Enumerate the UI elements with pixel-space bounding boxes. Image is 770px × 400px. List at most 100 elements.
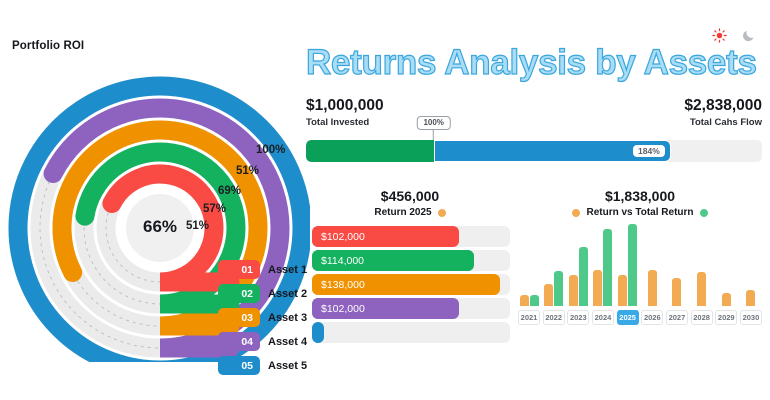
returns-legend: Return 2025 bbox=[310, 207, 510, 218]
asset-badge-01: 01 bbox=[218, 260, 260, 279]
year-bar-2025-return bbox=[618, 274, 628, 306]
kpi-total-cash-flow-label: Total Cahs Flow bbox=[689, 117, 762, 128]
legend-dot-total-return-icon bbox=[699, 208, 708, 217]
asset-name-02: Asset 2 bbox=[268, 287, 308, 300]
roi-arc-label-2: 51% bbox=[236, 165, 260, 177]
sun-icon[interactable] bbox=[712, 28, 727, 43]
year-chart-legend: Return vs Total Return bbox=[516, 207, 764, 218]
return-bar-value-3: $138,000 bbox=[321, 278, 365, 291]
return-bar-fill-5 bbox=[312, 322, 324, 343]
roi-arc-label-3: 69% bbox=[218, 185, 242, 197]
progress-track: 184% bbox=[306, 140, 762, 162]
year-bar-group-2022[interactable] bbox=[543, 224, 565, 306]
roi-arc-label-1: 100% bbox=[256, 144, 286, 156]
year-axis-label-2029[interactable]: 2029 bbox=[715, 310, 738, 325]
return-bar-value-2: $114,000 bbox=[321, 254, 365, 267]
table-row[interactable]: $102,000 bbox=[312, 226, 510, 249]
year-bar-group-2029[interactable] bbox=[715, 224, 737, 306]
year-bar-2029-return bbox=[721, 292, 731, 306]
list-item[interactable]: 02 Asset 2 bbox=[218, 282, 310, 305]
kpi-total-invested-value: $1,000,000 bbox=[306, 97, 384, 114]
return-bar-fill-2: $114,000 bbox=[312, 250, 475, 271]
legend-dot-icon bbox=[437, 208, 446, 217]
year-bar-2026-return bbox=[647, 269, 657, 306]
year-axis-label-2030[interactable]: 2030 bbox=[739, 310, 762, 325]
return-bar-fill-3: $138,000 bbox=[312, 274, 501, 295]
return-vs-total-return-chart: $1,838,000 Return vs Total Return 2021 20… bbox=[516, 188, 764, 343]
return-bar-fill-4: $102,000 bbox=[312, 298, 459, 319]
year-chart-axis-labels: 2021 2022 2023 2024 2025 2026 2027 2028 2029 2030 bbox=[518, 310, 762, 325]
asset-legend-list: 01 Asset 1 02 Asset 2 03 Asset 3 04 Asse… bbox=[218, 258, 310, 378]
year-bar-2023-total-return bbox=[578, 246, 588, 306]
table-row[interactable]: $102,000 bbox=[312, 298, 510, 321]
page-title: Returns Analysis by Assets bbox=[305, 43, 757, 82]
list-item[interactable]: 01 Asset 1 bbox=[218, 258, 310, 281]
legend-dot-return-icon bbox=[572, 208, 581, 217]
moon-icon[interactable] bbox=[741, 28, 756, 43]
returns-header: $456,000 Return 2025 bbox=[310, 188, 510, 218]
return-bar-value-1: $102,000 bbox=[321, 230, 365, 243]
year-chart-legend-label: Return vs Total Return bbox=[586, 207, 694, 218]
year-bar-2028-return bbox=[697, 271, 707, 306]
year-axis-label-2023[interactable]: 2023 bbox=[567, 310, 590, 325]
year-bar-group-2030[interactable] bbox=[740, 224, 762, 306]
year-bar-2025-total-return bbox=[628, 224, 638, 306]
year-bar-group-2025[interactable] bbox=[617, 224, 639, 306]
table-row[interactable]: $114,000 bbox=[312, 250, 510, 273]
progress-marker-stem bbox=[433, 130, 435, 140]
list-item[interactable]: 03 Asset 3 bbox=[218, 306, 310, 329]
year-axis-label-2028[interactable]: 2028 bbox=[690, 310, 713, 325]
return-bar-value-4: $102,000 bbox=[321, 302, 365, 315]
roi-arc-5[interactable] bbox=[102, 164, 240, 292]
year-bar-2027-return bbox=[672, 278, 682, 306]
year-axis-label-2026[interactable]: 2026 bbox=[641, 310, 664, 325]
roi-arc-group bbox=[8, 76, 310, 362]
table-row[interactable]: $138,000 bbox=[312, 274, 510, 297]
year-bar-group-2026[interactable] bbox=[641, 224, 663, 306]
kpi-total-invested-label: Total Invested bbox=[306, 117, 370, 128]
year-axis-label-2022[interactable]: 2022 bbox=[542, 310, 565, 325]
progress-marker-label: 100% bbox=[416, 116, 451, 130]
year-bar-2022-return bbox=[544, 283, 554, 306]
year-axis-label-2025[interactable]: 2025 bbox=[616, 310, 639, 325]
kpi-total-cash-flow: $2,838,000 Total Cahs Flow bbox=[684, 97, 762, 128]
table-row[interactable] bbox=[312, 322, 510, 345]
return-bar-track-5 bbox=[312, 322, 510, 343]
list-item[interactable]: 04 Asset 4 bbox=[218, 330, 310, 353]
year-axis-label-2024[interactable]: 2024 bbox=[591, 310, 614, 325]
theme-toggle[interactable] bbox=[712, 28, 756, 43]
year-bar-group-2023[interactable] bbox=[567, 224, 589, 306]
year-bar-group-2027[interactable] bbox=[666, 224, 688, 306]
year-bar-2021-return bbox=[519, 294, 529, 306]
returns-total-value: $456,000 bbox=[380, 188, 440, 204]
progress-segment-invested bbox=[306, 140, 434, 162]
progress-segment-cashflow: 184% bbox=[433, 140, 671, 162]
returns-legend-label: Return 2025 bbox=[374, 207, 432, 218]
roi-arc-label-5: 51% bbox=[186, 220, 210, 232]
asset-badge-04: 04 bbox=[218, 332, 260, 351]
kpi-total-invested: $1,000,000 Total Invested bbox=[306, 97, 384, 128]
asset-name-03: Asset 3 bbox=[268, 311, 308, 324]
year-chart-header: $1,838,000 Return vs Total Return bbox=[516, 188, 764, 218]
asset-name-04: Asset 4 bbox=[268, 335, 308, 348]
list-item[interactable]: 05 Asset 5 bbox=[218, 354, 310, 377]
year-bar-group-2021[interactable] bbox=[518, 224, 540, 306]
year-bar-group-2028[interactable] bbox=[691, 224, 713, 306]
asset-name-01: Asset 1 bbox=[268, 263, 308, 276]
year-bar-2030-return bbox=[746, 289, 756, 306]
cash-flow-progress-bar[interactable]: 184% 100% bbox=[306, 116, 762, 162]
returns-bar-list: $102,000 $114,000 $138,000 $102,000 bbox=[312, 226, 510, 346]
roi-center-value: 66% bbox=[142, 217, 178, 236]
year-axis-label-2021[interactable]: 2021 bbox=[518, 310, 540, 325]
roi-arc-label-4: 57% bbox=[203, 203, 227, 215]
year-axis-label-2027[interactable]: 2027 bbox=[665, 310, 688, 325]
roi-arc-1[interactable] bbox=[8, 76, 310, 362]
portfolio-roi-panel: Portfolio ROI 66% 100% 51% 69% 57% 51% 0… bbox=[0, 32, 310, 375]
asset-name-05: Asset 5 bbox=[268, 359, 308, 372]
asset-badge-02: 02 bbox=[218, 284, 260, 303]
year-bar-2024-return bbox=[593, 269, 603, 306]
year-chart-total-value: $1,838,000 bbox=[604, 188, 676, 204]
year-bar-group-2024[interactable] bbox=[592, 224, 614, 306]
kpi-row: $1,000,000 Total Invested $2,838,000 Tot… bbox=[306, 97, 762, 128]
roi-center-disc bbox=[126, 194, 194, 262]
